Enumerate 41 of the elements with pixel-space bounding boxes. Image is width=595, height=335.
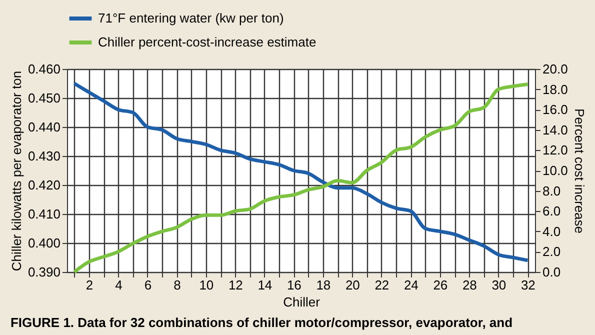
x-tick-label: 16 <box>286 278 302 292</box>
x-tick-label: 12 <box>228 278 243 292</box>
y-tick-label: 0.440 <box>28 120 60 134</box>
x-tick-label: 28 <box>462 278 477 292</box>
x-tick-label: 30 <box>492 278 506 292</box>
y-tick-label: 0.420 <box>28 178 60 192</box>
y2-tick-label: 10.0 <box>542 163 568 178</box>
y-tick-label: 0.450 <box>28 90 60 106</box>
x-tick-label: 2 <box>86 278 94 292</box>
y2-tick-label: 8.0 <box>542 183 561 198</box>
y2-tick-label: 14.0 <box>542 122 568 138</box>
y2-tick-label: 20.0 <box>542 62 568 76</box>
y-tick-label: 0.410 <box>28 206 60 222</box>
x-tick-label: 14 <box>258 278 272 292</box>
y2-tick-label: 12.0 <box>542 142 568 158</box>
x-tick-label: 32 <box>520 278 536 292</box>
legend-label: Chiller percent-cost-increase estimate <box>98 34 316 50</box>
y2-tick-label: 6.0 <box>542 204 561 219</box>
y2-axis-title: Percent cost increase <box>572 108 587 234</box>
y2-tick-label: 16.0 <box>542 102 568 118</box>
x-tick-label: 10 <box>199 278 214 292</box>
x-tick-label: 24 <box>404 278 418 292</box>
y-tick-label: 0.400 <box>28 236 60 250</box>
caption: FIGURE 1. Data for 32 combinations of chiller motor/compressor, evaporator, and <box>10 315 513 330</box>
x-tick-label: 18 <box>316 278 331 292</box>
y-tick-label: 0.390 <box>28 264 60 280</box>
x-tick-label: 20 <box>345 278 360 292</box>
x-axis-title: Chiller <box>283 294 321 310</box>
x-tick-label: 4 <box>115 278 122 292</box>
legend-label: 71°F entering water (kw per ton) <box>98 10 284 26</box>
y2-tick-label: 2.0 <box>542 244 561 260</box>
x-tick-label: 22 <box>374 278 390 292</box>
y2-tick-label: 0.0 <box>542 264 561 280</box>
x-tick-label: 8 <box>174 278 181 292</box>
y-axis-title: Chiller kilowatts per evaporator ton <box>8 70 24 272</box>
x-tick-label: 26 <box>433 278 448 292</box>
y2-tick-label: 4.0 <box>542 224 561 239</box>
y2-tick-label: 18.0 <box>542 82 568 97</box>
y-tick-label: 0.430 <box>28 148 60 164</box>
y-tick-label: 0.460 <box>28 62 60 76</box>
x-tick-label: 6 <box>144 278 152 292</box>
